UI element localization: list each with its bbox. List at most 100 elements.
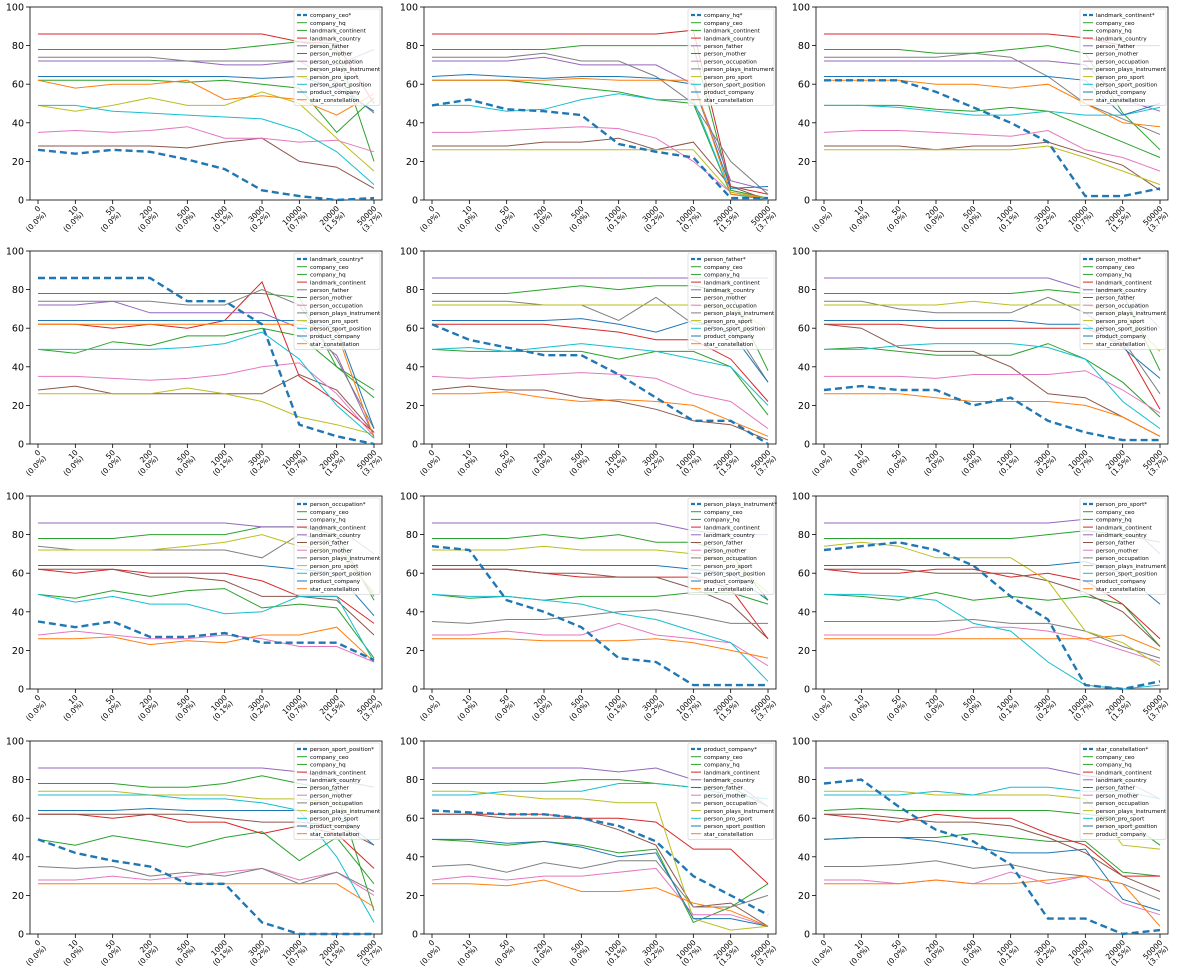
y-tick-label: 20 xyxy=(12,157,24,168)
legend-label: landmark_country xyxy=(1096,778,1147,784)
legend-label: person_occupation xyxy=(310,801,363,807)
legend-label: star_constellation xyxy=(704,587,754,593)
x-tick-label: 50000(3.7%) xyxy=(748,693,778,723)
y-tick-label: 0 xyxy=(18,930,24,941)
series-line-person_pro_sport xyxy=(38,387,375,435)
axes-frame xyxy=(29,6,383,201)
legend-label: person_occupation xyxy=(1096,303,1149,309)
series-line-star_constellation xyxy=(824,634,1161,651)
legend-label: product_company* xyxy=(704,747,757,753)
x-tick-label: 50(0.0%) xyxy=(879,448,909,478)
x-tick-label: 1000(0.1%) xyxy=(599,204,629,234)
x-tick-label: 200(0.0%) xyxy=(916,693,946,723)
x-tick-label: 0(0.0%) xyxy=(412,938,442,968)
y-tick-label: 80 xyxy=(798,41,810,52)
series-line-person_occupation xyxy=(431,372,769,430)
y-tick-label: 20 xyxy=(798,891,810,902)
series-line-company_hq xyxy=(37,588,375,659)
subplot-company_hq: 0 20 40 60 80 100 0(0.0%) 10(0.0%) 50(0.0%) 200(0… xyxy=(400,3,778,234)
legend-label: star_constellation xyxy=(310,832,360,838)
y-tick-label: 40 xyxy=(798,852,810,863)
series-line-person_father xyxy=(38,568,375,636)
legend xyxy=(1079,497,1167,595)
legend-label: person_father xyxy=(310,541,350,547)
x-tick-label: 10(0.0%) xyxy=(842,204,872,234)
series-line-person_sport_position xyxy=(824,343,1161,430)
legend-label: person_occupation xyxy=(1096,556,1149,562)
legend-label: landmark_continent xyxy=(1096,280,1153,286)
x-tick-label: 0(0.0%) xyxy=(18,204,48,234)
y-tick-label: 80 xyxy=(12,775,24,786)
x-tick-label: 50000(3.7%) xyxy=(748,448,778,478)
legend-label: person_mother xyxy=(1096,52,1139,58)
legend-label: company_ceo xyxy=(310,265,349,271)
legend-label: person_pro_sport xyxy=(1096,75,1145,81)
legend-label: person_sport_position xyxy=(704,824,766,830)
x-tick-label: 10(0.0%) xyxy=(842,938,872,968)
series-line-person_plays_instrument xyxy=(432,52,769,195)
y-tick-label: 0 xyxy=(804,196,810,207)
legend-label: landmark_country xyxy=(704,778,755,784)
series-line-person_occupation-highlight xyxy=(37,620,375,662)
series-line-person_mother xyxy=(824,871,1161,916)
x-tick-label: 20000(1.5%) xyxy=(1103,938,1133,968)
series-line-person_pro_sport xyxy=(824,145,1161,186)
x-tick-label: 10000(0.7%) xyxy=(280,693,310,723)
x-tick-label: 10(0.0%) xyxy=(56,448,86,478)
x-tick-label: 0(0.0%) xyxy=(804,938,834,968)
x-tick-label: 200(0.0%) xyxy=(130,448,160,478)
x-tick-label: 1000(0.1%) xyxy=(205,938,235,968)
series-line-company_hq xyxy=(823,833,1161,877)
legend xyxy=(1079,742,1167,840)
series-line-person_sport_position xyxy=(824,104,1161,116)
legend-label: person_sport_position* xyxy=(310,747,374,753)
series-line-person_pro_sport-highlight xyxy=(823,541,1161,691)
x-tick-label: 20000(1.5%) xyxy=(711,693,741,723)
y-tick-label: 40 xyxy=(406,118,418,129)
series-line-person_sport_position xyxy=(432,838,769,927)
y-tick-label: 100 xyxy=(792,3,810,14)
legend-label: person_mother xyxy=(310,52,353,58)
series-line-company_ceo-highlight xyxy=(37,148,375,202)
legend-label: person_mother xyxy=(310,793,353,799)
axes-frame xyxy=(29,740,383,935)
legend-label: product_company xyxy=(310,579,361,585)
legend-label: person_pro_sport xyxy=(704,564,753,570)
legend-label: person_father xyxy=(310,44,350,50)
legend-label: person_sport_position xyxy=(704,327,766,333)
x-tick-label: 3000(0.2%) xyxy=(242,693,272,723)
x-tick-label: 10000(0.7%) xyxy=(1066,938,1096,968)
legend-label: landmark_country xyxy=(704,36,755,42)
series-line-person_mother xyxy=(824,626,1161,663)
axes-frame xyxy=(423,250,777,445)
x-tick-label: 500(0.0%) xyxy=(168,448,198,478)
legend-label: star_constellation xyxy=(704,98,754,104)
legend-label: person_occupation xyxy=(704,59,757,65)
axes-frame xyxy=(423,6,777,201)
x-tick-label: 500(0.0%) xyxy=(954,448,984,478)
y-tick-label: 100 xyxy=(6,737,24,748)
legend-label: person_sport_position xyxy=(1096,572,1158,578)
y-tick-label: 40 xyxy=(406,362,418,373)
series-line-person_occupation xyxy=(431,860,769,908)
y-tick-label: 60 xyxy=(798,814,810,825)
y-tick-label: 60 xyxy=(406,814,418,825)
series-line-company_ceo xyxy=(432,45,769,199)
legend-label: person_pro_sport xyxy=(310,75,359,81)
x-tick-label: 500(0.0%) xyxy=(168,204,198,234)
y-tick-label: 40 xyxy=(406,852,418,863)
subplot-company_ceo: 0 20 40 60 80 100 0(0.0%) 10(0.0%) 50(0.0%) 200(0… xyxy=(6,3,384,234)
x-tick-label: 1000(0.1%) xyxy=(599,448,629,478)
series-line-star_constellation xyxy=(432,77,769,199)
x-tick-label: 20000(1.5%) xyxy=(711,204,741,234)
x-tick-label: 50(0.0%) xyxy=(487,938,517,968)
series-line-person_mother xyxy=(38,867,375,896)
y-tick-label: 0 xyxy=(412,196,418,207)
y-tick-label: 0 xyxy=(804,440,810,451)
legend xyxy=(293,742,381,840)
subplot-product_company: 0 20 40 60 80 100 0(0.0%) 10(0.0%) 50(0.0%) 200(0… xyxy=(400,737,778,968)
legend-label: star_constellation xyxy=(1096,587,1146,593)
x-tick-label: 1000(0.1%) xyxy=(205,204,235,234)
y-tick-label: 0 xyxy=(804,930,810,941)
legend-label: company_ceo xyxy=(1096,265,1135,271)
